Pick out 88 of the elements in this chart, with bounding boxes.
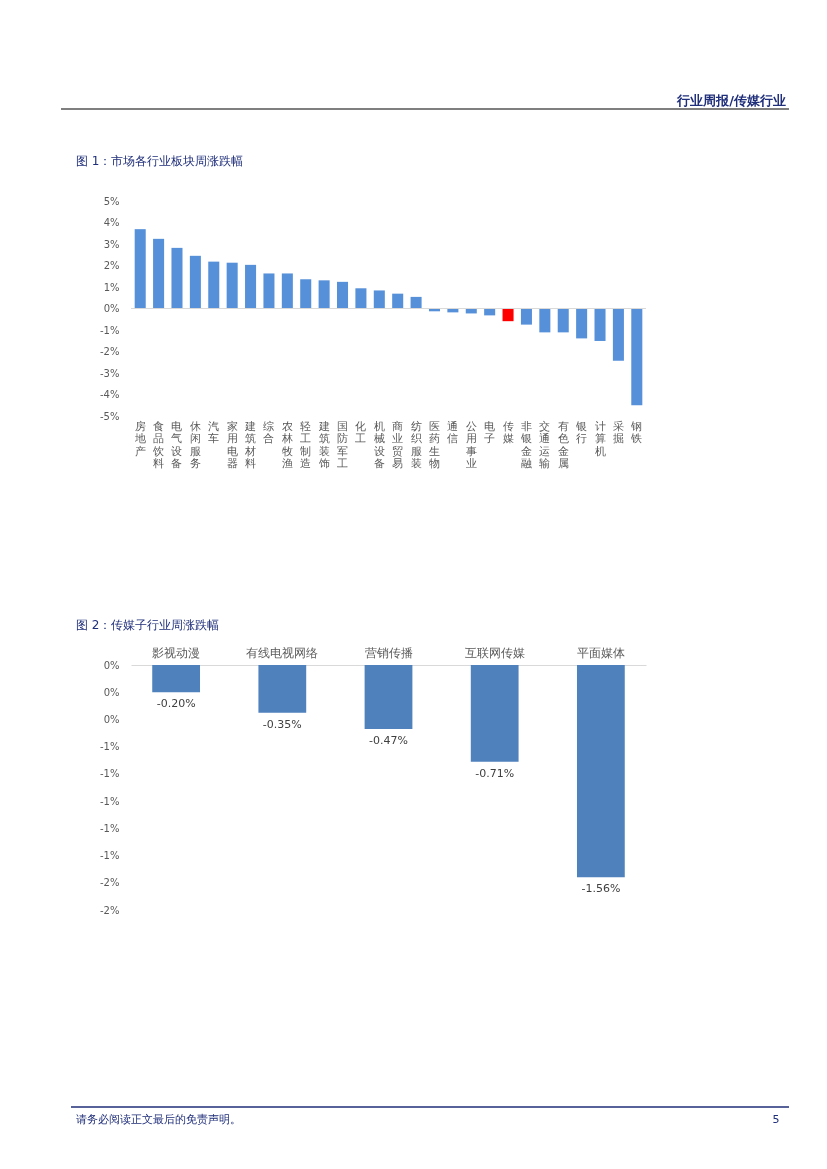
y-tick-label: -1%	[100, 822, 120, 834]
text: 行业周报/传媒行业	[676, 93, 786, 108]
y-tick-label: -2%	[100, 904, 120, 916]
bar	[226, 262, 238, 309]
chart-title: 图 2：传媒子行业周涨跌幅	[76, 618, 220, 632]
bar	[245, 264, 257, 309]
y-tick-label: -1%	[100, 324, 120, 336]
x-tick-label: 商业贸易	[392, 419, 404, 470]
y-tick-label: -1%	[100, 795, 120, 807]
y-tick-label: -5%	[100, 410, 120, 422]
x-tick-label: 国防军工	[337, 419, 349, 470]
x-tick-label: 通信	[447, 419, 459, 445]
bar	[631, 308, 643, 406]
bar	[318, 280, 330, 309]
text: 请务必阅读正文最后的免责声明。	[76, 1113, 241, 1126]
bar	[337, 281, 349, 309]
x-tick-label: 互联网传媒	[464, 645, 525, 660]
x-tick-label: 传媒	[502, 419, 514, 445]
bar	[189, 255, 201, 309]
x-tick-label: 电气设备	[171, 419, 183, 470]
bar	[520, 308, 532, 325]
y-tick-label: -4%	[100, 389, 120, 400]
bar	[594, 308, 606, 341]
x-tick-label: 建筑装饰	[317, 419, 330, 470]
x-tick-label: 汽车	[208, 419, 220, 445]
x-tick-label: 采掘	[612, 419, 624, 445]
x-tick-label: 机械设备	[373, 419, 385, 470]
bar	[392, 293, 404, 309]
bar	[355, 288, 367, 309]
y-tick-label: -1%	[100, 850, 120, 862]
bar	[134, 229, 146, 309]
y-tick-label: 0%	[103, 659, 120, 671]
x-tick-label: 家用电器	[226, 419, 238, 470]
x-tick-label: 计算机	[594, 419, 606, 458]
x-tick-label: 影视动漫	[152, 645, 201, 660]
data-label: -0.20%	[156, 697, 196, 711]
x-tick-label: 化工	[355, 419, 367, 445]
x-tick-label: 非银金融	[519, 419, 532, 470]
data-label: -0.47%	[369, 733, 408, 747]
x-tick-label: 有色金属	[557, 419, 569, 470]
data-label: -1.56%	[581, 882, 621, 896]
bar	[410, 296, 422, 309]
bar	[539, 308, 551, 333]
bar	[557, 308, 569, 333]
x-tick-label: 营销传播	[364, 645, 413, 660]
chart-title: 图 1：市场各行业板块周涨跌幅	[76, 154, 244, 168]
y-tick-label: 4%	[103, 217, 120, 228]
y-tick-label: -1%	[100, 741, 120, 753]
y-tick-label: 5%	[103, 195, 120, 207]
bar	[153, 238, 165, 309]
bar	[281, 273, 293, 309]
x-tick-label: 休闲服务	[189, 419, 201, 470]
bar	[576, 308, 588, 339]
bar	[208, 261, 220, 309]
bar	[171, 247, 183, 309]
y-tick-label: -1%	[100, 768, 120, 780]
x-tick-label: 医药生物	[428, 419, 440, 470]
bar	[612, 308, 624, 361]
y-tick-label: 0%	[103, 686, 120, 698]
y-tick-label: -3%	[100, 367, 120, 379]
x-tick-label: 建筑材料	[244, 419, 257, 470]
y-tick-label: 1%	[103, 281, 120, 293]
x-tick-label: 电子	[484, 419, 496, 445]
y-tick-label: 3%	[103, 238, 120, 250]
x-tick-label: 农林牧渔	[280, 419, 293, 470]
y-tick-label: -2%	[100, 877, 120, 889]
x-tick-label: 有线电视网络	[246, 645, 319, 660]
bar	[373, 290, 385, 309]
x-tick-label: 综合	[263, 419, 275, 445]
bar	[300, 279, 312, 309]
data-label: -0.71%	[475, 766, 515, 780]
x-tick-label: 公用事业	[465, 419, 477, 470]
y-tick-label: -2%	[100, 346, 120, 357]
x-tick-label: 平面媒体	[576, 645, 625, 660]
x-tick-label: 银行	[575, 419, 588, 445]
y-tick-label: 0%	[103, 713, 120, 725]
x-tick-label: 房地产	[133, 419, 146, 458]
y-tick-label: 0%	[103, 303, 120, 314]
bar	[263, 273, 275, 309]
x-tick-label: 食品饮料	[152, 419, 165, 470]
x-tick-label: 交通运输	[539, 419, 551, 470]
x-tick-label: 钢铁	[630, 419, 643, 445]
x-tick-label: 轻工制造	[300, 419, 312, 470]
y-tick-label: 2%	[103, 260, 120, 271]
x-tick-label: 纺织服装	[410, 419, 422, 470]
text: 5	[772, 1113, 780, 1126]
data-label: -0.35%	[262, 717, 302, 731]
bar	[502, 308, 514, 322]
